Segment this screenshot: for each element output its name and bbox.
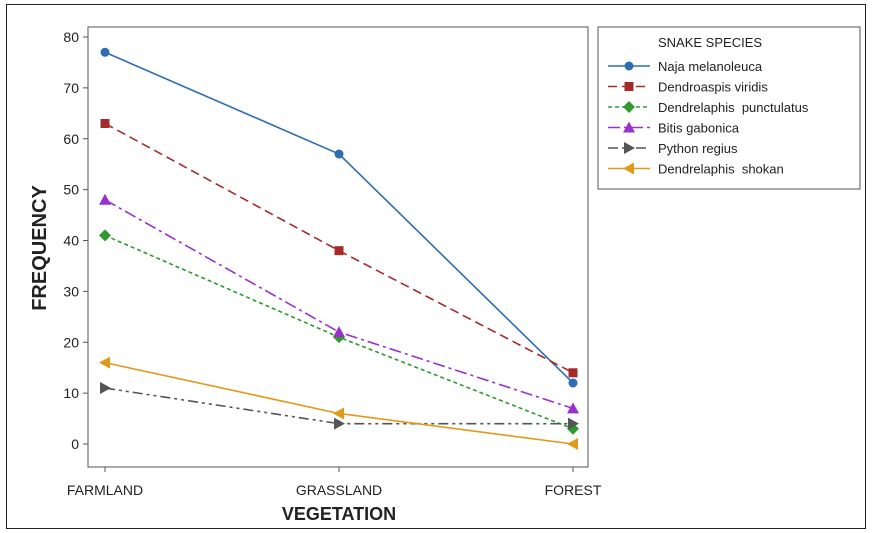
x-tick-label: GRASSLAND [296, 482, 382, 498]
y-tick-label: 0 [71, 436, 79, 452]
y-tick-label: 70 [63, 80, 79, 96]
data-point [99, 193, 111, 205]
y-tick-label: 30 [63, 283, 79, 299]
legend-label: Dendrelaphis punctulatus [658, 100, 809, 115]
data-point [100, 118, 110, 128]
legend-marker [624, 82, 634, 91]
legend-marker [624, 142, 635, 154]
data-point [567, 438, 578, 450]
data-point [567, 402, 579, 414]
series-line [104, 387, 573, 425]
legend-marker [623, 101, 635, 113]
plot-area: 0 10 20 30 40 50 60 70 80 FARMLAND GRASSLAND FOREST [63, 26, 602, 498]
data-point [100, 382, 111, 395]
y-tick-label: 60 [63, 131, 79, 147]
legend-label: Dendroaspis viridis [658, 80, 768, 95]
y-tick-label: 50 [63, 182, 79, 198]
data-point [568, 378, 578, 388]
data-point [333, 407, 344, 420]
legend-label: Dendrelaphis shokan [658, 162, 784, 177]
x-axis-title: VEGETATION [282, 504, 396, 524]
y-tick-label: 20 [63, 334, 79, 350]
y-tick-label: 80 [63, 29, 79, 45]
y-axis-title: FREQUENCY [29, 185, 51, 311]
legend-title: SNAKE SPECIES [658, 35, 762, 50]
data-point [99, 356, 110, 369]
legend-marker [623, 162, 634, 175]
legend-label: Python regius [658, 141, 738, 156]
data-point [334, 149, 344, 159]
legend-label: Naja melanoleuca [658, 59, 763, 74]
data-point [334, 417, 345, 430]
legend-box [597, 26, 861, 190]
data-point [99, 229, 111, 242]
y-tick-label: 10 [63, 385, 79, 401]
y-tick-label: 40 [63, 233, 79, 249]
legend-marker [624, 61, 634, 71]
x-tick-label: FOREST [545, 482, 602, 498]
legend: SNAKE SPECIES Naja melanoleuca Dendroaspi… [597, 26, 861, 190]
x-tick-label: FARMLAND [67, 482, 143, 498]
data-point [334, 246, 344, 256]
legend-marker [623, 121, 635, 133]
data-point [568, 417, 579, 430]
data-point [568, 368, 578, 378]
data-point [333, 326, 345, 338]
data-point [100, 47, 110, 57]
legend-label: Bitis gabonica [658, 121, 740, 136]
series-line [104, 199, 574, 410]
